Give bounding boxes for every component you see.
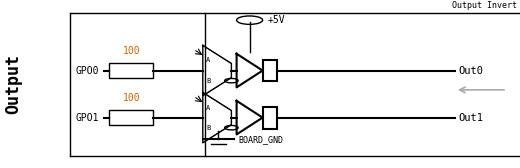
- FancyBboxPatch shape: [263, 107, 277, 129]
- FancyBboxPatch shape: [263, 60, 277, 81]
- Text: BOARD_GND: BOARD_GND: [238, 135, 283, 144]
- Text: A: A: [206, 104, 210, 111]
- Text: Output: Output: [4, 54, 22, 114]
- Text: +5V: +5V: [268, 15, 285, 25]
- Text: 100: 100: [123, 46, 140, 56]
- Text: B: B: [206, 125, 210, 131]
- Text: Output Invert: Output Invert: [452, 1, 517, 10]
- Text: B: B: [206, 78, 210, 84]
- FancyBboxPatch shape: [109, 110, 153, 125]
- Text: A: A: [206, 57, 210, 64]
- Text: GPO1: GPO1: [75, 113, 99, 123]
- Text: Out0: Out0: [459, 66, 484, 76]
- Text: 100: 100: [123, 93, 140, 103]
- Text: GPO0: GPO0: [75, 66, 99, 76]
- FancyBboxPatch shape: [109, 63, 153, 78]
- Text: Out1: Out1: [459, 113, 484, 123]
